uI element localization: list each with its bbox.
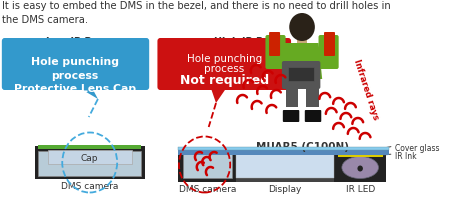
Text: Display: Display <box>268 184 302 193</box>
Bar <box>39 145 141 149</box>
Text: MUAR5 (C100N): MUAR5 (C100N) <box>257 141 349 151</box>
Bar <box>306 86 319 107</box>
Text: DMS camera: DMS camera <box>178 184 236 193</box>
FancyBboxPatch shape <box>319 36 339 70</box>
Text: IR Ink: IR Ink <box>395 151 417 160</box>
Polygon shape <box>78 87 98 100</box>
Bar <box>35 146 145 179</box>
Bar <box>178 147 389 150</box>
Polygon shape <box>282 44 322 80</box>
Bar <box>236 153 334 178</box>
Bar <box>178 150 330 155</box>
FancyBboxPatch shape <box>282 62 321 89</box>
Bar <box>338 151 383 157</box>
Bar <box>288 68 314 82</box>
Text: Hole punching
process
Protective Lens Cap: Hole punching process Protective Lens Ca… <box>14 57 136 94</box>
FancyBboxPatch shape <box>269 33 280 57</box>
Bar <box>48 150 132 164</box>
Ellipse shape <box>342 157 379 179</box>
Text: DMS camera: DMS camera <box>61 181 118 190</box>
Bar <box>236 147 334 182</box>
Bar <box>39 151 141 176</box>
Circle shape <box>289 14 315 42</box>
Bar <box>183 153 232 178</box>
Text: Infrared rays: Infrared rays <box>352 58 380 121</box>
Polygon shape <box>211 87 227 103</box>
Text: High IR Ray
Transmittance Product: High IR Ray Transmittance Product <box>184 37 306 57</box>
Bar <box>297 36 306 44</box>
Text: Not required: Not required <box>180 74 269 87</box>
Bar <box>286 86 298 107</box>
Bar <box>178 150 389 155</box>
Bar <box>334 147 386 182</box>
FancyBboxPatch shape <box>324 33 335 57</box>
FancyBboxPatch shape <box>283 110 299 122</box>
Text: It is easy to embed the DMS in the bezel, and there is no need to drill holes in: It is easy to embed the DMS in the bezel… <box>2 1 390 24</box>
FancyBboxPatch shape <box>158 39 291 90</box>
FancyBboxPatch shape <box>305 110 321 122</box>
Text: Cap: Cap <box>81 154 99 163</box>
Text: IR LED: IR LED <box>345 184 375 193</box>
Text: Low IR Ray
Transmittance Product: Low IR Ray Transmittance Product <box>14 37 136 57</box>
Bar <box>178 147 236 182</box>
FancyBboxPatch shape <box>2 39 149 90</box>
Text: process: process <box>204 64 244 74</box>
Text: Hole punching: Hole punching <box>187 54 262 64</box>
Circle shape <box>357 166 363 172</box>
FancyBboxPatch shape <box>266 36 286 70</box>
Text: Cover glass: Cover glass <box>395 143 440 152</box>
